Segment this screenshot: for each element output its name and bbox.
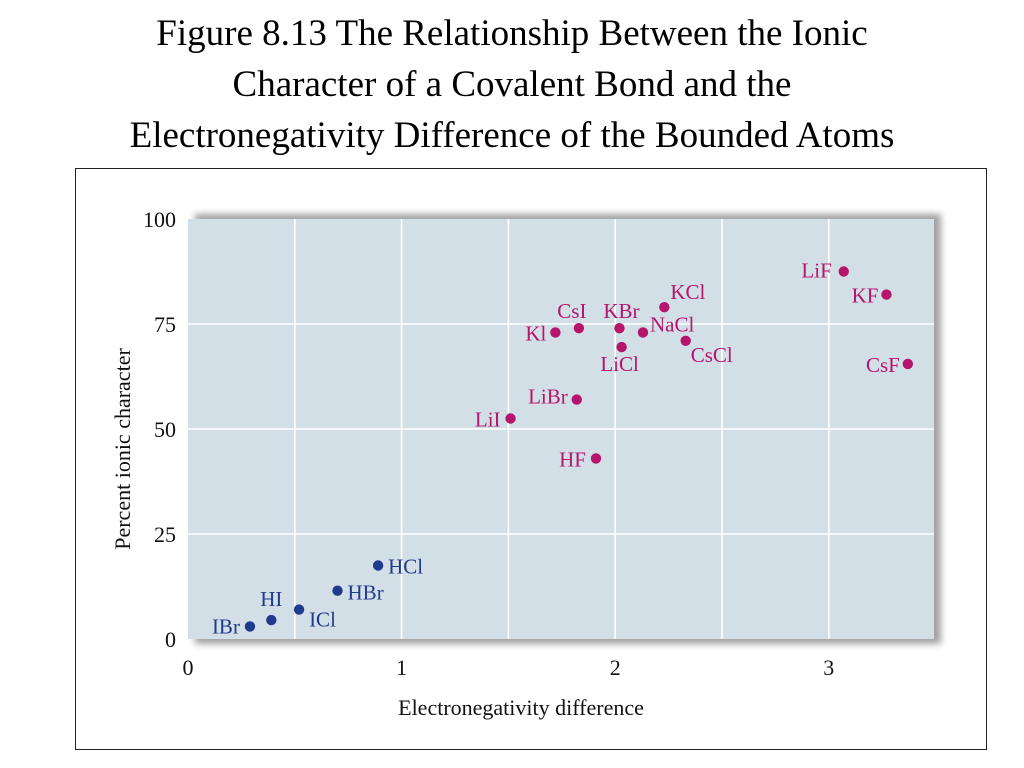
data-point — [614, 323, 625, 334]
data-point — [659, 302, 670, 313]
x-axis-label: Electronegativity difference — [398, 695, 644, 720]
y-axis-label: Percent ionic character — [110, 348, 135, 550]
point-label: CsF — [866, 353, 900, 377]
data-point — [505, 413, 516, 424]
y-tick-label: 100 — [143, 207, 176, 232]
data-point — [616, 341, 627, 353]
point-label: LiBr — [528, 385, 568, 409]
title-line-2: Character of a Covalent Bond and the — [232, 64, 792, 105]
data-point — [573, 323, 585, 334]
point-label: KF — [852, 284, 879, 308]
data-point — [571, 394, 582, 405]
x-tick-label: 1 — [396, 655, 407, 680]
data-point — [266, 614, 277, 626]
point-label: LiF — [801, 259, 831, 283]
point-label: CsCl — [691, 343, 733, 367]
point-label: KBr — [603, 299, 639, 323]
point-label: LiCl — [600, 352, 639, 376]
data-point — [902, 358, 914, 370]
data-point — [293, 604, 305, 615]
point-label: KCl — [670, 280, 705, 304]
slide-title: Figure 8.13 The Relationship Between the… — [0, 8, 1024, 161]
data-point — [332, 585, 343, 596]
y-tick-label: 25 — [154, 522, 176, 547]
y-tick-label: 75 — [154, 312, 176, 337]
point-label: HCl — [388, 555, 423, 579]
data-point — [881, 289, 892, 300]
data-point — [637, 327, 649, 338]
x-tick-label: 2 — [610, 655, 621, 680]
gridlines — [188, 219, 934, 639]
point-label: NaCl — [650, 312, 694, 336]
point-label: Kl — [525, 321, 546, 345]
point-label: HBr — [348, 581, 384, 605]
point-label: IBr — [212, 614, 240, 638]
x-tick-label: 3 — [823, 655, 834, 680]
y-tick-label: 0 — [165, 627, 176, 652]
data-point — [838, 266, 849, 277]
title-line-1: Figure 8.13 The Relationship Between the… — [156, 13, 868, 54]
data-point — [590, 453, 602, 464]
point-label: HF — [559, 447, 586, 471]
x-tick-label: 0 — [183, 655, 194, 680]
point-label: LiI — [475, 408, 501, 432]
point-label: HI — [260, 587, 282, 611]
data-point — [372, 560, 384, 571]
tick-labels: 0 1 2 3 0 25 50 75 100 — [143, 207, 834, 680]
point-label: ICl — [309, 608, 336, 632]
data-point — [550, 327, 561, 338]
y-tick-label: 50 — [154, 417, 176, 442]
title-line-3: Electronegativity Difference of the Boun… — [129, 115, 895, 156]
point-label: CsI — [557, 299, 586, 323]
chart-frame: 0 1 2 3 0 25 50 75 100 IBr HI ICl HBr HCl LiI LiBr HF Kl… — [75, 168, 987, 750]
data-point — [244, 621, 256, 632]
data-point — [680, 335, 691, 346]
